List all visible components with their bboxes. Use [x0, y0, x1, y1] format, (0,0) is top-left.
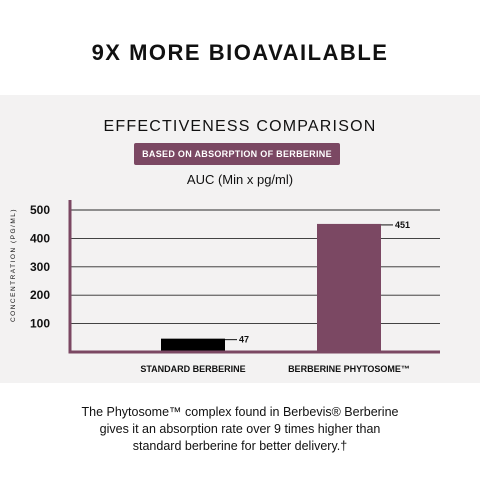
y-tick-label: 500 — [30, 203, 50, 217]
chart-title: EFFECTIVENESS COMPARISON — [103, 118, 377, 135]
bar — [161, 338, 225, 352]
subtitle-badge: BASED ON ABSORPTION OF BERBERINE — [134, 143, 340, 165]
headline: 9X MORE BIOAVAILABLE — [91, 40, 389, 65]
category-label: STANDARD BERBERINE — [140, 364, 245, 374]
y-axis-label: CONCENTRATION (PG/ML) — [10, 208, 17, 322]
footer-text: The Phytosome™ complex found in Berbevis… — [40, 404, 440, 455]
value-label: 47 — [239, 335, 249, 345]
category-label: BERBERINE PHYTOSOME™ — [288, 364, 410, 374]
y-tick-label: 100 — [30, 317, 50, 331]
footer-line: gives it an absorption rate over 9 times… — [99, 422, 381, 436]
metric-label: AUC (Min x pg/ml) — [186, 172, 294, 187]
y-tick-label: 300 — [30, 260, 50, 274]
value-label: 451 — [395, 220, 410, 230]
footer-line: standard berberine for better delivery.† — [132, 439, 348, 453]
bar — [317, 223, 381, 352]
y-tick-label: 400 — [30, 231, 50, 245]
y-tick-label: 200 — [30, 288, 50, 302]
footer-line: The Phytosome™ complex found in Berbevis… — [81, 405, 399, 419]
